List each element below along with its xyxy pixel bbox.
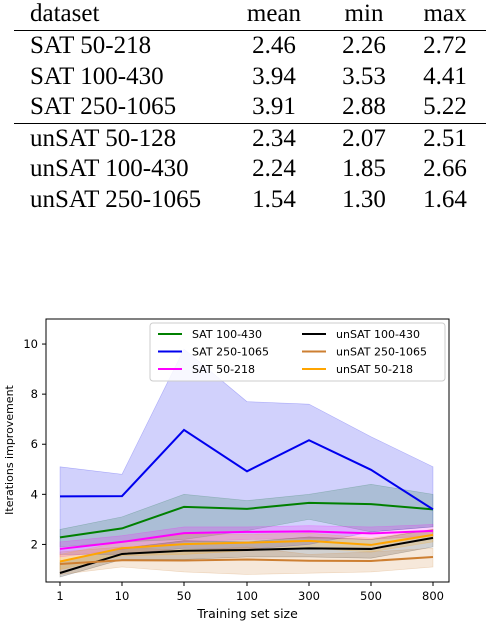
cell-max: 5.22	[423, 93, 467, 121]
x-tick-label: 1	[56, 589, 63, 603]
legend-label: unSAT 100-430	[336, 328, 420, 341]
line-series-2	[59, 529, 434, 550]
table-row: SAT 250-1065 3.91 2.88 5.22	[14, 92, 486, 123]
legend-box	[149, 322, 446, 382]
table-header-row: dataset mean min max	[14, 0, 486, 31]
cell-min: 1.85	[342, 155, 386, 183]
y-tick-label: 6	[31, 437, 38, 451]
cell-mean: 2.46	[224, 30, 324, 62]
y-axis-label: Iterations improvement	[3, 384, 16, 514]
cell-dataset: SAT 250-1065	[30, 93, 177, 121]
results-table: dataset mean min max SAT 50-218 2.46 2.2…	[14, 0, 486, 215]
cell-mean: 2.24	[252, 155, 296, 183]
table-row: unSAT 100-430 2.24 1.85 2.66	[14, 154, 486, 185]
cell-min: 2.88	[342, 93, 386, 121]
x-tick-label: 800	[422, 589, 444, 603]
x-axis-ticks: 1 10 50 100 300 500 800	[56, 582, 444, 603]
legend-label: SAT 100-430	[192, 328, 262, 341]
band-series-0	[59, 484, 434, 548]
header-max: max	[423, 0, 467, 27]
table-row: SAT 100-430 3.94 3.53 4.41	[14, 62, 486, 93]
results-table-region: dataset mean min max SAT 50-218 2.46 2.2…	[0, 0, 500, 250]
cell-min: 3.53	[342, 62, 386, 90]
header-min: min	[344, 0, 384, 27]
series-lines	[59, 428, 434, 574]
cell-max: 2.51	[404, 122, 486, 154]
x-tick-label: 10	[115, 589, 130, 603]
x-tick-label: 50	[177, 589, 192, 603]
x-tick-label: 300	[298, 589, 320, 603]
y-tick-label: 4	[31, 487, 38, 501]
cell-max: 2.66	[423, 155, 467, 183]
y-tick-label: 8	[31, 387, 38, 401]
chart-legend: SAT 100-430 SAT 250-1065 SAT 50-218 unSAT 1…	[149, 322, 446, 382]
cell-dataset: unSAT 250-1065	[30, 185, 202, 213]
cell-min: 1.30	[342, 185, 386, 213]
x-axis-label: Training set size	[196, 606, 298, 621]
table-row: unSAT 50-128 2.34 2.07 2.51	[14, 122, 486, 154]
table-row: unSAT 250-1065 1.54 1.30 1.64	[14, 185, 486, 216]
y-axis-ticks: 2 4 6 8 10	[23, 337, 46, 551]
legend-label: SAT 50-218	[192, 363, 255, 376]
line-series-5	[59, 533, 434, 563]
line-series-3	[59, 536, 434, 574]
line-series-1	[59, 428, 434, 511]
y-tick-label: 10	[23, 337, 38, 351]
band-series-4	[59, 546, 434, 575]
cell-max: 4.41	[423, 62, 467, 90]
cell-mean: 3.91	[252, 93, 296, 121]
cell-dataset: SAT 100-430	[30, 62, 164, 90]
y-tick-label: 2	[31, 537, 38, 551]
line-series-0	[59, 501, 434, 539]
cell-max: 1.64	[423, 185, 467, 213]
cell-dataset: unSAT 50-128	[14, 122, 224, 154]
table-row: SAT 50-218 2.46 2.26 2.72	[14, 30, 486, 62]
header-dataset: dataset	[30, 0, 100, 27]
x-tick-label: 100	[236, 589, 258, 603]
iterations-improvement-chart: 1 10 50 100 300 500 800 2 4 6 8 10 Training set si…	[3, 318, 450, 621]
legend-label: SAT 250-1065	[192, 346, 269, 359]
cell-dataset: unSAT 100-430	[30, 155, 189, 183]
cell-min: 2.26	[324, 30, 404, 62]
cell-mean: 3.94	[252, 62, 296, 90]
legend-label: unSAT 50-218	[336, 363, 413, 376]
cell-max: 2.72	[404, 30, 486, 62]
header-mean: mean	[246, 0, 302, 27]
legend-label: unSAT 250-1065	[336, 346, 427, 359]
cell-mean: 2.34	[224, 122, 324, 154]
x-tick-label: 500	[360, 589, 382, 603]
cell-mean: 1.54	[252, 185, 296, 213]
cell-min: 2.07	[324, 122, 404, 154]
line-series-4	[59, 555, 434, 565]
cell-dataset: SAT 50-218	[14, 30, 224, 62]
